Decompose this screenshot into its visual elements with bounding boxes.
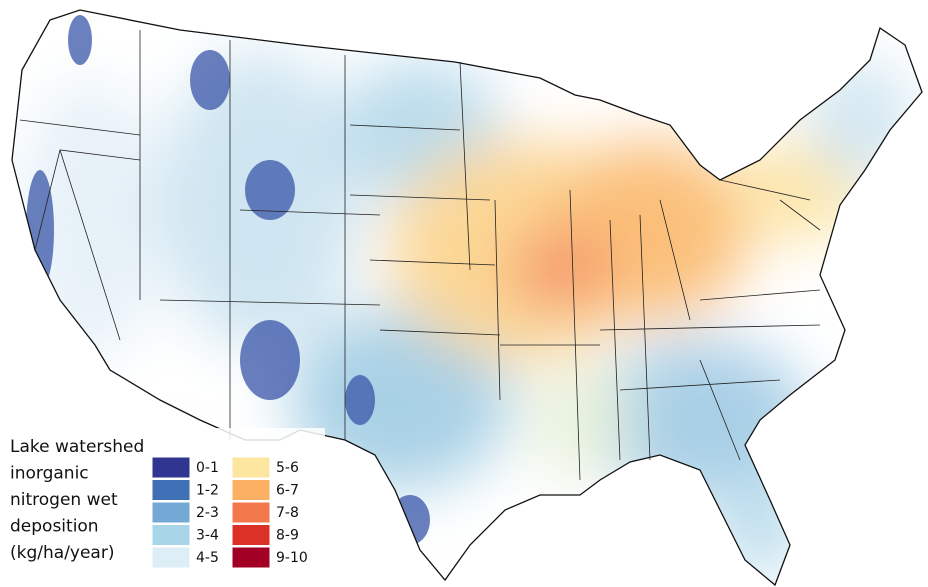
legend-title-line: Lake watershed — [10, 437, 144, 457]
legend-label: 6-7 — [276, 483, 299, 499]
legend-swatch — [151, 524, 191, 546]
legend-swatch — [151, 456, 191, 479]
legend-title-line: deposition — [10, 517, 99, 537]
legend-label: 3-4 — [196, 528, 219, 544]
legend-title-line: (kg/ha/year) — [10, 543, 114, 563]
legend-label: 4-5 — [196, 550, 219, 566]
legend-label: 5-6 — [276, 460, 299, 476]
legend-label: 8-9 — [276, 528, 299, 544]
legend-swatch — [151, 479, 191, 501]
legend: Lake watershed inorganic nitrogen wet depos… — [0, 428, 325, 587]
legend-label: 7-8 — [276, 505, 299, 521]
legend-swatch — [231, 479, 271, 501]
legend-label: 0-1 — [196, 460, 219, 476]
legend-swatch — [151, 501, 191, 524]
legend-label: 2-3 — [196, 505, 219, 521]
legend-swatch — [231, 501, 271, 524]
legend-label: 9-10 — [276, 550, 308, 566]
legend-title-line: nitrogen wet — [10, 490, 118, 510]
legend-title-line: inorganic — [10, 464, 89, 484]
legend-label: 1-2 — [196, 483, 219, 499]
legend-swatch — [151, 546, 191, 569]
state-lines — [19, 30, 821, 481]
legend-swatch — [231, 524, 271, 546]
legend-swatch — [231, 546, 271, 569]
legend-swatch — [231, 456, 271, 479]
